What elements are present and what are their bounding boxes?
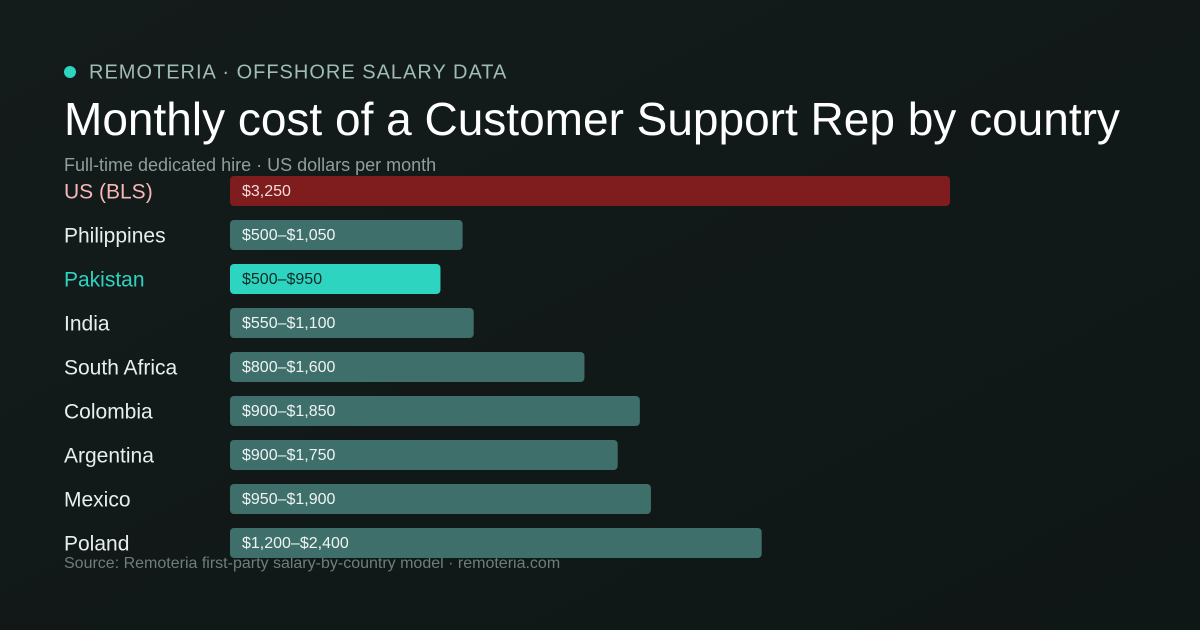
bar — [230, 176, 950, 206]
category-label: Mexico — [64, 489, 131, 512]
category-label: India — [64, 313, 110, 336]
category-label: South Africa — [64, 357, 178, 380]
value-label: $950–$1,900 — [242, 491, 336, 508]
category-label: Argentina — [64, 445, 154, 468]
category-label: US (BLS) — [64, 181, 153, 204]
kicker: REMOTERIA · OFFSHORE SALARY DATA — [89, 61, 507, 83]
value-label: $1,200–$2,400 — [242, 535, 349, 552]
value-label: $800–$1,600 — [242, 359, 336, 376]
category-label: Pakistan — [64, 269, 145, 292]
chart-subtitle: Full-time dedicated hire · US dollars pe… — [64, 155, 436, 175]
bar — [230, 220, 463, 250]
value-label: $550–$1,100 — [242, 315, 336, 332]
bar — [230, 264, 441, 294]
chart-title: Monthly cost of a Customer Support Rep b… — [64, 93, 1120, 145]
bar — [230, 440, 618, 470]
kicker-dot — [64, 66, 76, 78]
bar — [230, 396, 640, 426]
bar — [230, 308, 474, 338]
value-label: $900–$1,850 — [242, 403, 336, 420]
value-label: $500–$1,050 — [242, 227, 336, 244]
category-label: Poland — [64, 533, 129, 556]
value-label: $500–$950 — [242, 271, 322, 288]
bar — [230, 528, 762, 558]
category-label: Colombia — [64, 401, 153, 424]
value-label: $900–$1,750 — [242, 447, 336, 464]
bar — [230, 484, 651, 514]
bar — [230, 352, 585, 382]
value-label: $3,250 — [242, 183, 291, 200]
source: Source: Remoteria first-party salary-by-… — [64, 555, 560, 572]
category-label: Philippines — [64, 225, 166, 248]
